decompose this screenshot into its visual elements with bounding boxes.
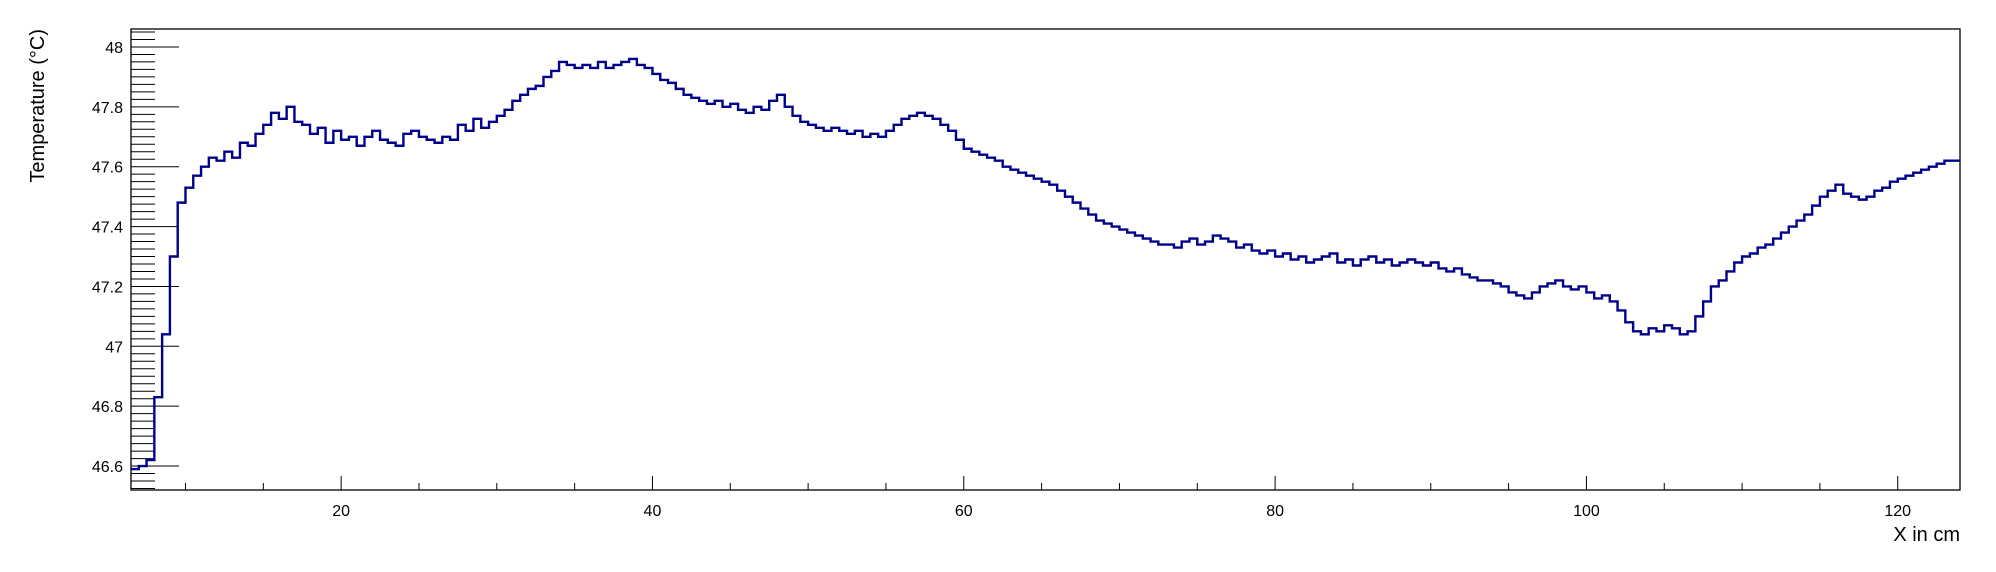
x-tick-label: 120 — [1884, 503, 1911, 520]
x-tick-label: 100 — [1573, 503, 1600, 520]
x-tick-label: 60 — [955, 503, 973, 520]
y-tick-label: 47.2 — [92, 279, 123, 296]
x-tick-label: 40 — [644, 503, 662, 520]
y-tick-label: 47.4 — [92, 220, 123, 237]
x-axis-ticks: 20 40 60 80 100 120 — [184, 476, 1911, 520]
y-tick-label: 47 — [105, 339, 123, 356]
x-tick-label: 80 — [1266, 503, 1284, 520]
x-axis-title: X in cm — [1893, 524, 1960, 546]
y-tick-label: 48 — [105, 40, 123, 57]
y-tick-label: 47.6 — [92, 160, 123, 177]
x-tick-label: 20 — [332, 503, 350, 520]
temperature-series-line — [131, 57, 1960, 471]
y-axis-ticks: 46.6 46.8 47 47.2 47.4 47.6 47.8 48 — [92, 31, 179, 490]
y-tick-label: 47.8 — [92, 100, 123, 117]
y-axis-title: Temperature (°C) — [27, 29, 49, 183]
y-tick-label: 46.8 — [92, 399, 123, 416]
plot-frame — [130, 28, 1961, 491]
y-tick-label: 46.6 — [92, 459, 123, 476]
